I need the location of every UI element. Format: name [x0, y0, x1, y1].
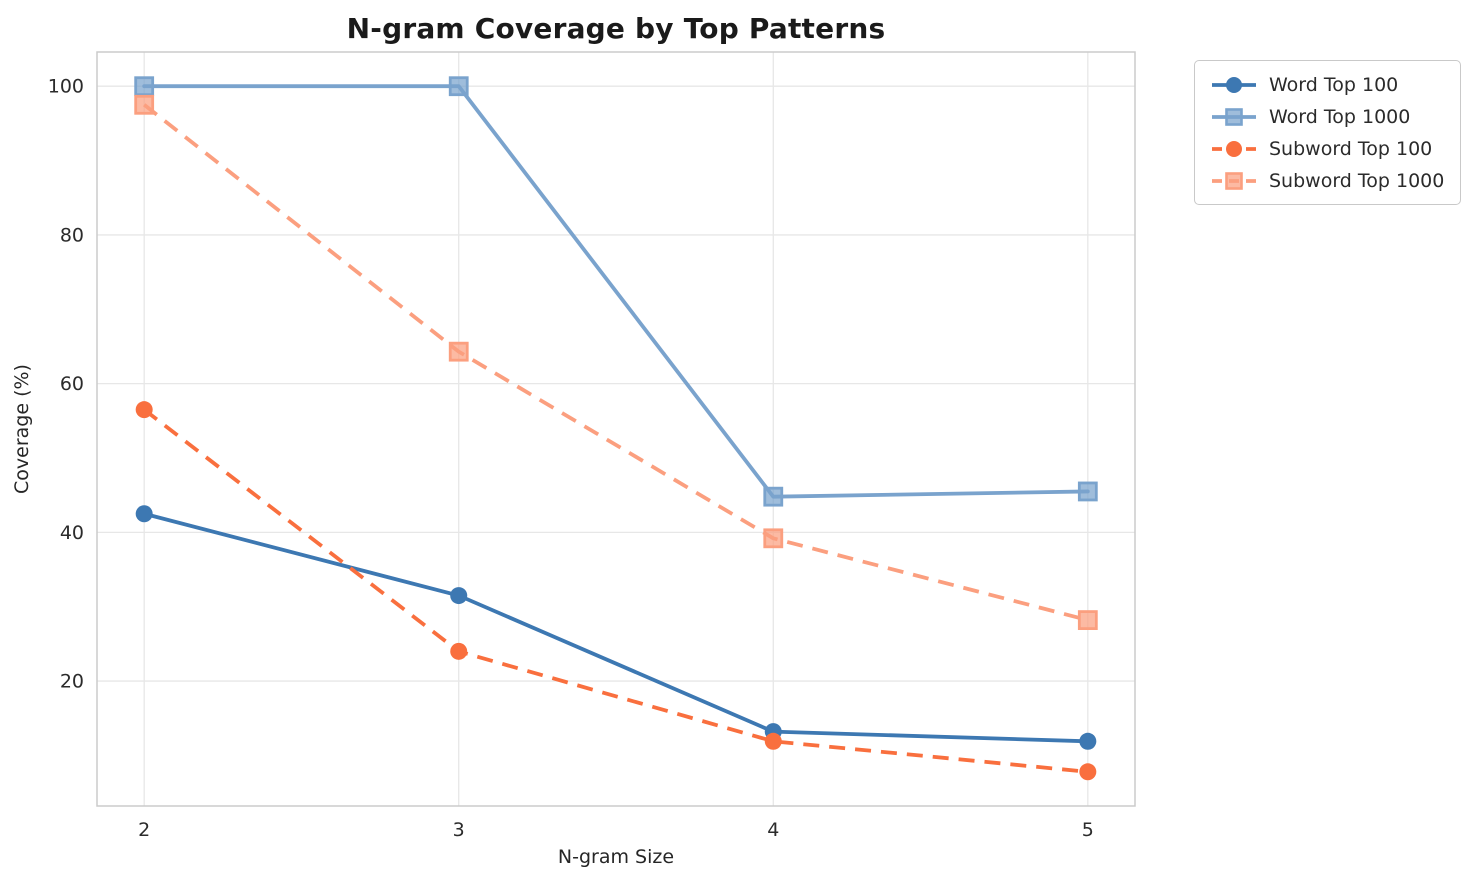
y-tick-label: 60	[60, 373, 84, 395]
y-tick-label: 80	[60, 224, 84, 246]
plot-border	[96, 51, 1136, 807]
marker-subword-top-1000-x5	[1077, 610, 1098, 631]
legend-label: Word Top 100	[1269, 73, 1399, 96]
x-tick-label: 3	[453, 819, 465, 841]
legend-item-subword-top-1000: Subword Top 1000	[1211, 168, 1444, 193]
marker-word-top-1000-x4	[763, 486, 784, 507]
series-line-subword-top-1000	[143, 103, 1089, 622]
x-tick-label: 4	[767, 819, 779, 841]
y-tick-label: 100	[48, 76, 84, 98]
marker-subword-top-100-x3	[450, 642, 468, 660]
marker-word-top-100-x3	[450, 587, 468, 605]
legend-circle-line-icon	[1212, 140, 1256, 157]
legend-item-subword-top-100: Subword Top 100	[1211, 136, 1444, 161]
marker-word-top-100-x5	[1079, 732, 1097, 750]
marker-subword-top-100-x4	[764, 732, 782, 750]
chart-title: N-gram Coverage by Top Patterns	[346, 12, 886, 45]
marker-subword-top-1000-x4	[763, 528, 784, 549]
x-axis-label: N-gram Size	[557, 846, 675, 868]
y-tick-label: 20	[60, 671, 84, 693]
series-line-word-top-100	[142, 511, 1090, 744]
legend-label: Word Top 1000	[1269, 105, 1411, 128]
legend-label: Subword Top 100	[1269, 137, 1433, 160]
legend: Word Top 100 Word Top 1000 Subword Top 100…	[1194, 60, 1462, 205]
legend-item-word-top-100: Word Top 100	[1211, 72, 1444, 97]
marker-subword-top-1000-x3	[448, 341, 469, 362]
marker-word-top-100-x2	[135, 505, 153, 523]
legend-item-word-top-1000: Word Top 1000	[1211, 104, 1444, 129]
legend-square-line-icon	[1212, 107, 1256, 126]
series-line-word-top-1000	[142, 84, 1090, 499]
marker-word-top-1000-x5	[1077, 481, 1098, 502]
legend-label: Subword Top 1000	[1269, 169, 1445, 192]
series-line-subword-top-100	[143, 408, 1089, 774]
marker-subword-top-100-x2	[135, 401, 153, 419]
marker-word-top-1000-x2	[134, 76, 155, 97]
y-tick-label: 40	[60, 522, 84, 544]
marker-subword-top-100-x5	[1079, 763, 1097, 781]
x-tick-label: 2	[138, 819, 150, 841]
marker-subword-top-1000-x2	[134, 94, 155, 115]
legend-square-line-icon	[1212, 171, 1256, 190]
legend-circle-line-icon	[1212, 76, 1256, 93]
marker-word-top-1000-x3	[448, 76, 469, 97]
x-tick-label: 5	[1082, 819, 1094, 841]
